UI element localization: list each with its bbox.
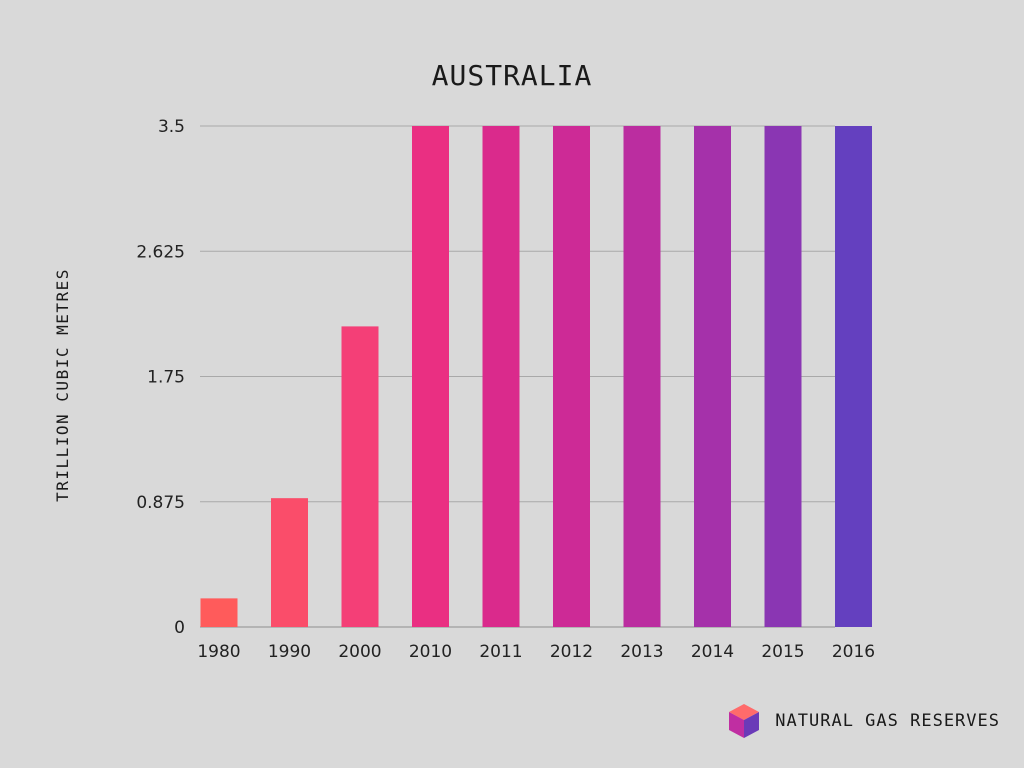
brand-footer: NATURAL GAS RESERVES xyxy=(727,702,1000,740)
chart-title: AUSTRALIA xyxy=(432,59,593,92)
y-tick-label: 0.875 xyxy=(136,493,185,513)
bar-2013 xyxy=(623,126,661,627)
bar-1990 xyxy=(271,498,308,627)
x-tick-label: 2011 xyxy=(479,642,522,662)
bars xyxy=(200,126,872,627)
bar-2015 xyxy=(764,126,802,627)
brand-label: NATURAL GAS RESERVES xyxy=(775,711,1000,731)
bar-2000 xyxy=(341,326,379,627)
y-tick-label: 0 xyxy=(174,618,185,638)
x-tick-label: 1990 xyxy=(268,642,311,662)
x-tick-label: 2016 xyxy=(832,642,875,662)
x-tick-label: 2000 xyxy=(338,642,381,662)
bar-2016 xyxy=(835,126,872,627)
bar-2011 xyxy=(482,126,520,627)
x-tick-label: 2015 xyxy=(761,642,804,662)
y-tick-label: 1.75 xyxy=(147,368,185,388)
bar-1980 xyxy=(200,598,238,627)
y-tick-label: 3.5 xyxy=(158,117,185,137)
cube-right-face xyxy=(744,712,760,738)
cube-left-face xyxy=(729,712,745,738)
x-tick-label: 2014 xyxy=(691,642,734,662)
cube-icon xyxy=(729,704,760,738)
y-tick-labels: 0 0.875 1.75 2.625 3.5 xyxy=(136,117,185,638)
y-tick-label: 2.625 xyxy=(136,242,185,262)
bar-2012 xyxy=(553,126,590,627)
x-tick-label: 1980 xyxy=(197,642,240,662)
x-tick-label: 2012 xyxy=(550,642,593,662)
bar-2014 xyxy=(694,126,731,627)
x-tick-label: 2013 xyxy=(620,642,663,662)
x-tick-label: 2010 xyxy=(409,642,452,662)
y-axis-label: TRILLION CUBIC METRES xyxy=(53,268,72,502)
x-tick-labels: 1980 1990 2000 2010 2011 2012 2013 2014 2015 2016 xyxy=(197,642,875,662)
bar-2010 xyxy=(412,126,449,627)
